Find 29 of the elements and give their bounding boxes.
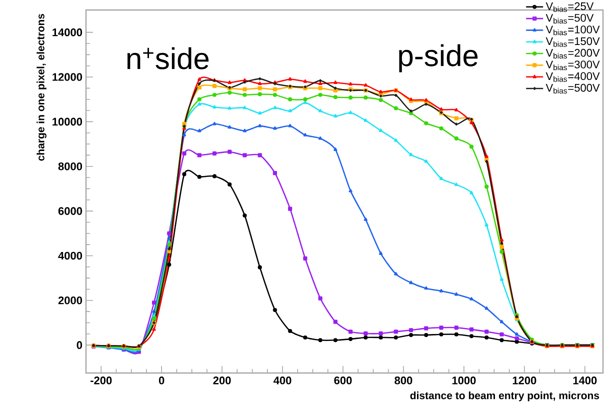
x-tick-label: 600 [334, 376, 352, 384]
legend-label: V$_{bias}$=100V [546, 26, 600, 36]
y-tick-label: 6000 [58, 207, 82, 215]
x-tick-label: -200 [90, 376, 112, 384]
x-tick-label: 200 [213, 376, 231, 384]
legend-label: V$_{bias}$=200V [546, 48, 600, 59]
y-tick-label: 10000 [52, 118, 82, 126]
legend-label: V$_{bias}$=25V [546, 2, 594, 12]
y-tick-label: 2000 [58, 296, 82, 304]
legend-label: V$_{bias}$=300V [546, 60, 600, 70]
x-tick-label: 0 [158, 376, 164, 384]
x-axis-title: distance to beam entry point, microns [410, 392, 600, 402]
y-tick-label: 8000 [58, 162, 82, 170]
x-tick-label: 1400 [573, 376, 597, 384]
legend-label: V$_{bias}$=50V [546, 14, 594, 24]
legend-label: V$_{bias}$=500V [546, 84, 600, 94]
y-tick-label: 14000 [52, 28, 82, 36]
x-tick-label: 1200 [512, 376, 536, 384]
x-tick-label: 1000 [452, 376, 476, 384]
x-tick-label: 800 [394, 376, 412, 384]
annotation: n$^{+}$side [127, 47, 209, 70]
y-tick-label: 4000 [58, 252, 82, 260]
annotation: p-side [399, 44, 478, 72]
legend-label: V$_{bias}$=400V [546, 72, 600, 82]
y-axis-title: charge in one pixel, electrons [36, 14, 46, 161]
y-tick-label: 0 [76, 341, 82, 349]
legend-label: V$_{bias}$=150V [546, 37, 600, 47]
y-tick-label: 12000 [52, 73, 82, 81]
x-tick-label: 400 [274, 376, 292, 384]
